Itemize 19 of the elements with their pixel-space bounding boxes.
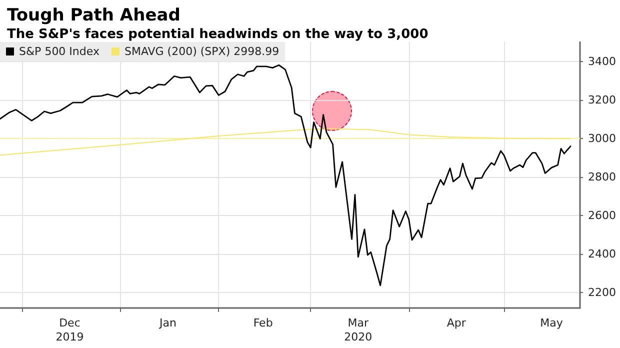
y-tick-label: 3000 <box>588 132 616 145</box>
x-tick-label: Dec 2019 <box>56 316 84 344</box>
line-series <box>0 128 571 156</box>
legend-label: SMAVG (200) (SPX) 2998.99 <box>124 45 280 58</box>
x-tick-label: Feb <box>253 316 273 330</box>
y-tick-label: 2800 <box>588 170 616 184</box>
x-tick-label: May <box>540 316 564 330</box>
legend-label: S&P 500 Index <box>19 45 100 58</box>
y-tick-label: 2200 <box>588 286 616 300</box>
y-tick-label: 3200 <box>588 93 616 106</box>
x-tick-label: Apr <box>446 316 466 330</box>
x-tick-label: Mar 2020 <box>344 316 372 344</box>
y-tick-label: 2600 <box>588 208 616 222</box>
y-tick-label: 3400 <box>588 54 616 68</box>
y-tick-label: 2400 <box>588 248 616 261</box>
chart-subtitle: The S&P's faces potential headwinds on the way to 3,000 <box>7 27 428 42</box>
x-tick-label: Jan <box>158 316 176 330</box>
line-series <box>0 64 572 286</box>
chart-title: Tough Path Ahead <box>7 6 180 26</box>
